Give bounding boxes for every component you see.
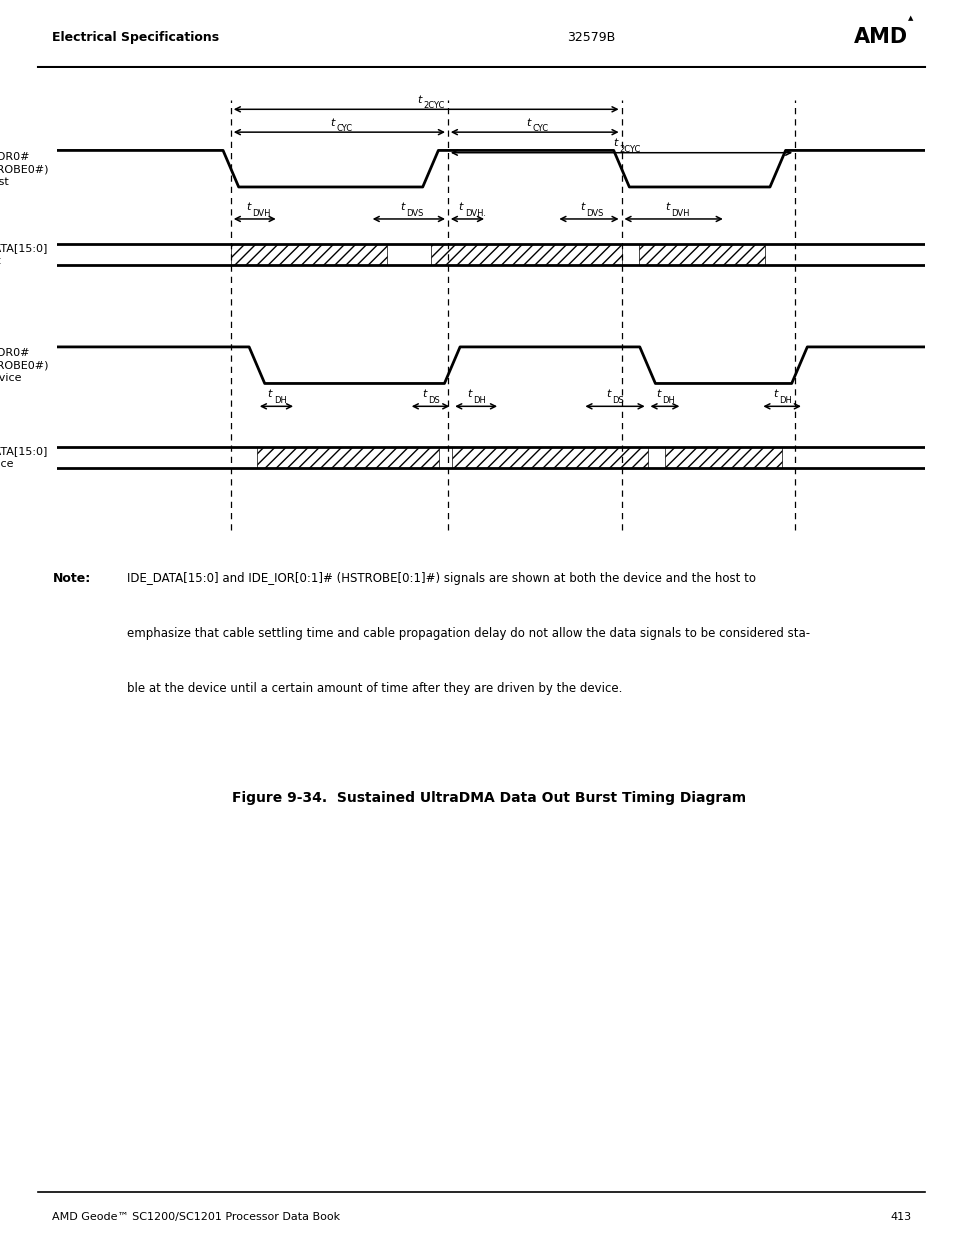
Text: t: t: [399, 203, 404, 212]
Text: AMD Geode™ SC1200/SC1201 Processor Data Book: AMD Geode™ SC1200/SC1201 Processor Data …: [52, 1213, 340, 1223]
Text: t: t: [773, 389, 777, 399]
Text: emphasize that cable settling time and cable propagation delay do not allow the : emphasize that cable settling time and c…: [127, 627, 809, 640]
Text: t: t: [525, 117, 530, 127]
Text: t: t: [331, 117, 335, 127]
Text: t: t: [421, 389, 426, 399]
Text: t: t: [417, 95, 421, 105]
Text: DVH.: DVH.: [464, 209, 485, 217]
Text: Note:: Note:: [52, 572, 91, 584]
Text: t: t: [664, 203, 669, 212]
Text: t: t: [606, 389, 610, 399]
Text: Figure 9-34.  Sustained UltraDMA Data Out Burst Timing Diagram: Figure 9-34. Sustained UltraDMA Data Out…: [232, 790, 745, 805]
Text: IDE_IOR0#
(HSTROBE0#)
at host: IDE_IOR0# (HSTROBE0#) at host: [0, 151, 49, 186]
Text: DS: DS: [428, 396, 439, 405]
Text: 413: 413: [889, 1213, 910, 1223]
Text: 2CYC: 2CYC: [423, 101, 444, 110]
Text: CYC: CYC: [532, 124, 548, 133]
Text: DH: DH: [661, 396, 675, 405]
Text: t: t: [458, 203, 462, 212]
Text: t: t: [268, 389, 272, 399]
Text: DH: DH: [473, 396, 486, 405]
Text: DVH: DVH: [252, 209, 271, 217]
Text: CYC: CYC: [336, 124, 353, 133]
Text: Electrical Specifications: Electrical Specifications: [52, 31, 219, 44]
Text: DVS: DVS: [586, 209, 603, 217]
Text: IDE_DATA[15:0]
at host: IDE_DATA[15:0] at host: [0, 243, 49, 266]
Text: ▲: ▲: [907, 15, 913, 21]
Text: IDE_IOR0#
(HSTROBE0#)
at device: IDE_IOR0# (HSTROBE0#) at device: [0, 347, 49, 383]
Text: DS: DS: [612, 396, 623, 405]
Text: 32579B: 32579B: [567, 31, 615, 44]
Text: t: t: [579, 203, 584, 212]
Text: DVS: DVS: [406, 209, 423, 217]
Text: t: t: [656, 389, 659, 399]
Text: DH: DH: [779, 396, 792, 405]
Text: IDE_DATA[15:0]
at device: IDE_DATA[15:0] at device: [0, 446, 49, 469]
Text: DVH: DVH: [670, 209, 689, 217]
Text: t: t: [246, 203, 250, 212]
Text: 2CYC: 2CYC: [618, 144, 639, 153]
Text: ble at the device until a certain amount of time after they are driven by the de: ble at the device until a certain amount…: [127, 682, 621, 695]
Text: DH: DH: [274, 396, 287, 405]
Text: IDE_DATA[15:0] and IDE_IOR[0:1]# (HSTROBE[0:1]#) signals are shown at both the d: IDE_DATA[15:0] and IDE_IOR[0:1]# (HSTROB…: [127, 572, 755, 584]
Text: t: t: [467, 389, 472, 399]
Text: t: t: [612, 138, 617, 148]
Text: AMD: AMD: [853, 27, 907, 47]
